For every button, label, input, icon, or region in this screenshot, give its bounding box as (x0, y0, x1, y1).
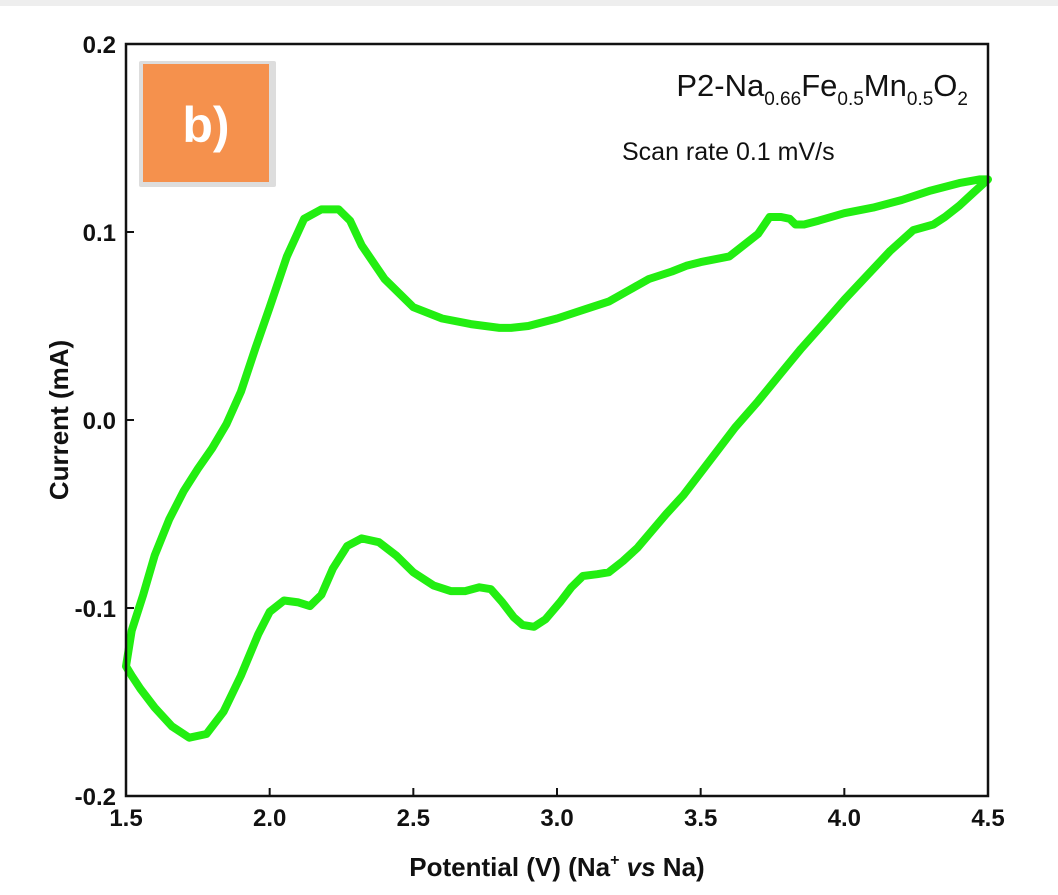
y-tick-label: -0.1 (75, 596, 116, 623)
cv-curve-series-1 (122, 175, 992, 742)
panel-label-badge: b) (139, 61, 276, 187)
formula-text: Fe (801, 68, 837, 103)
y-tick-label: 0.1 (83, 220, 116, 247)
y-tick-label: 0.0 (83, 408, 116, 435)
formula-subscript: 0.5 (837, 89, 863, 110)
formula-text: Mn (864, 68, 907, 103)
x-axis-title-part: Potential (V) (Na (409, 852, 610, 882)
x-axis-title-part: Na) (656, 852, 705, 882)
x-axis-title-part: + (610, 852, 619, 869)
x-tick-label: 2.0 (253, 805, 286, 832)
y-tick-label: -0.2 (75, 784, 116, 811)
x-tick-label: 1.5 (109, 805, 142, 832)
formula-subscript: 0.5 (907, 89, 933, 110)
scan-rate-annotation: Scan rate 0.1 mV/s (622, 138, 835, 166)
x-tick-label: 2.5 (397, 805, 430, 832)
y-axis: -0.2 -0.1 0.0 0.1 0.2 (75, 32, 134, 811)
x-axis-title-part: vs (627, 852, 656, 882)
x-tick-label: 4.5 (971, 805, 1004, 832)
panel-label-background (143, 64, 269, 182)
compound-formula: P2-Na0.66Fe0.5Mn0.5O2 (676, 68, 968, 110)
x-axis: 1.5 2.0 2.5 3.0 3.5 4.0 4.5 (109, 788, 1005, 832)
y-tick-label: 0.2 (83, 32, 116, 59)
x-tick-label: 4.0 (828, 805, 861, 832)
formula-subscript: 2 (957, 89, 968, 110)
formula-text: P2-Na (676, 68, 765, 103)
formula-text: O (933, 68, 957, 103)
y-axis-title: Current (mA) (44, 340, 74, 500)
x-axis-title: Potential (V) (Na+ vs Na) (409, 852, 704, 882)
x-tick-label: 3.0 (540, 805, 573, 832)
panel-label: b) (182, 97, 229, 153)
x-tick-label: 3.5 (684, 805, 717, 832)
formula-subscript: 0.66 (764, 89, 801, 110)
x-axis-title-part (619, 852, 626, 882)
